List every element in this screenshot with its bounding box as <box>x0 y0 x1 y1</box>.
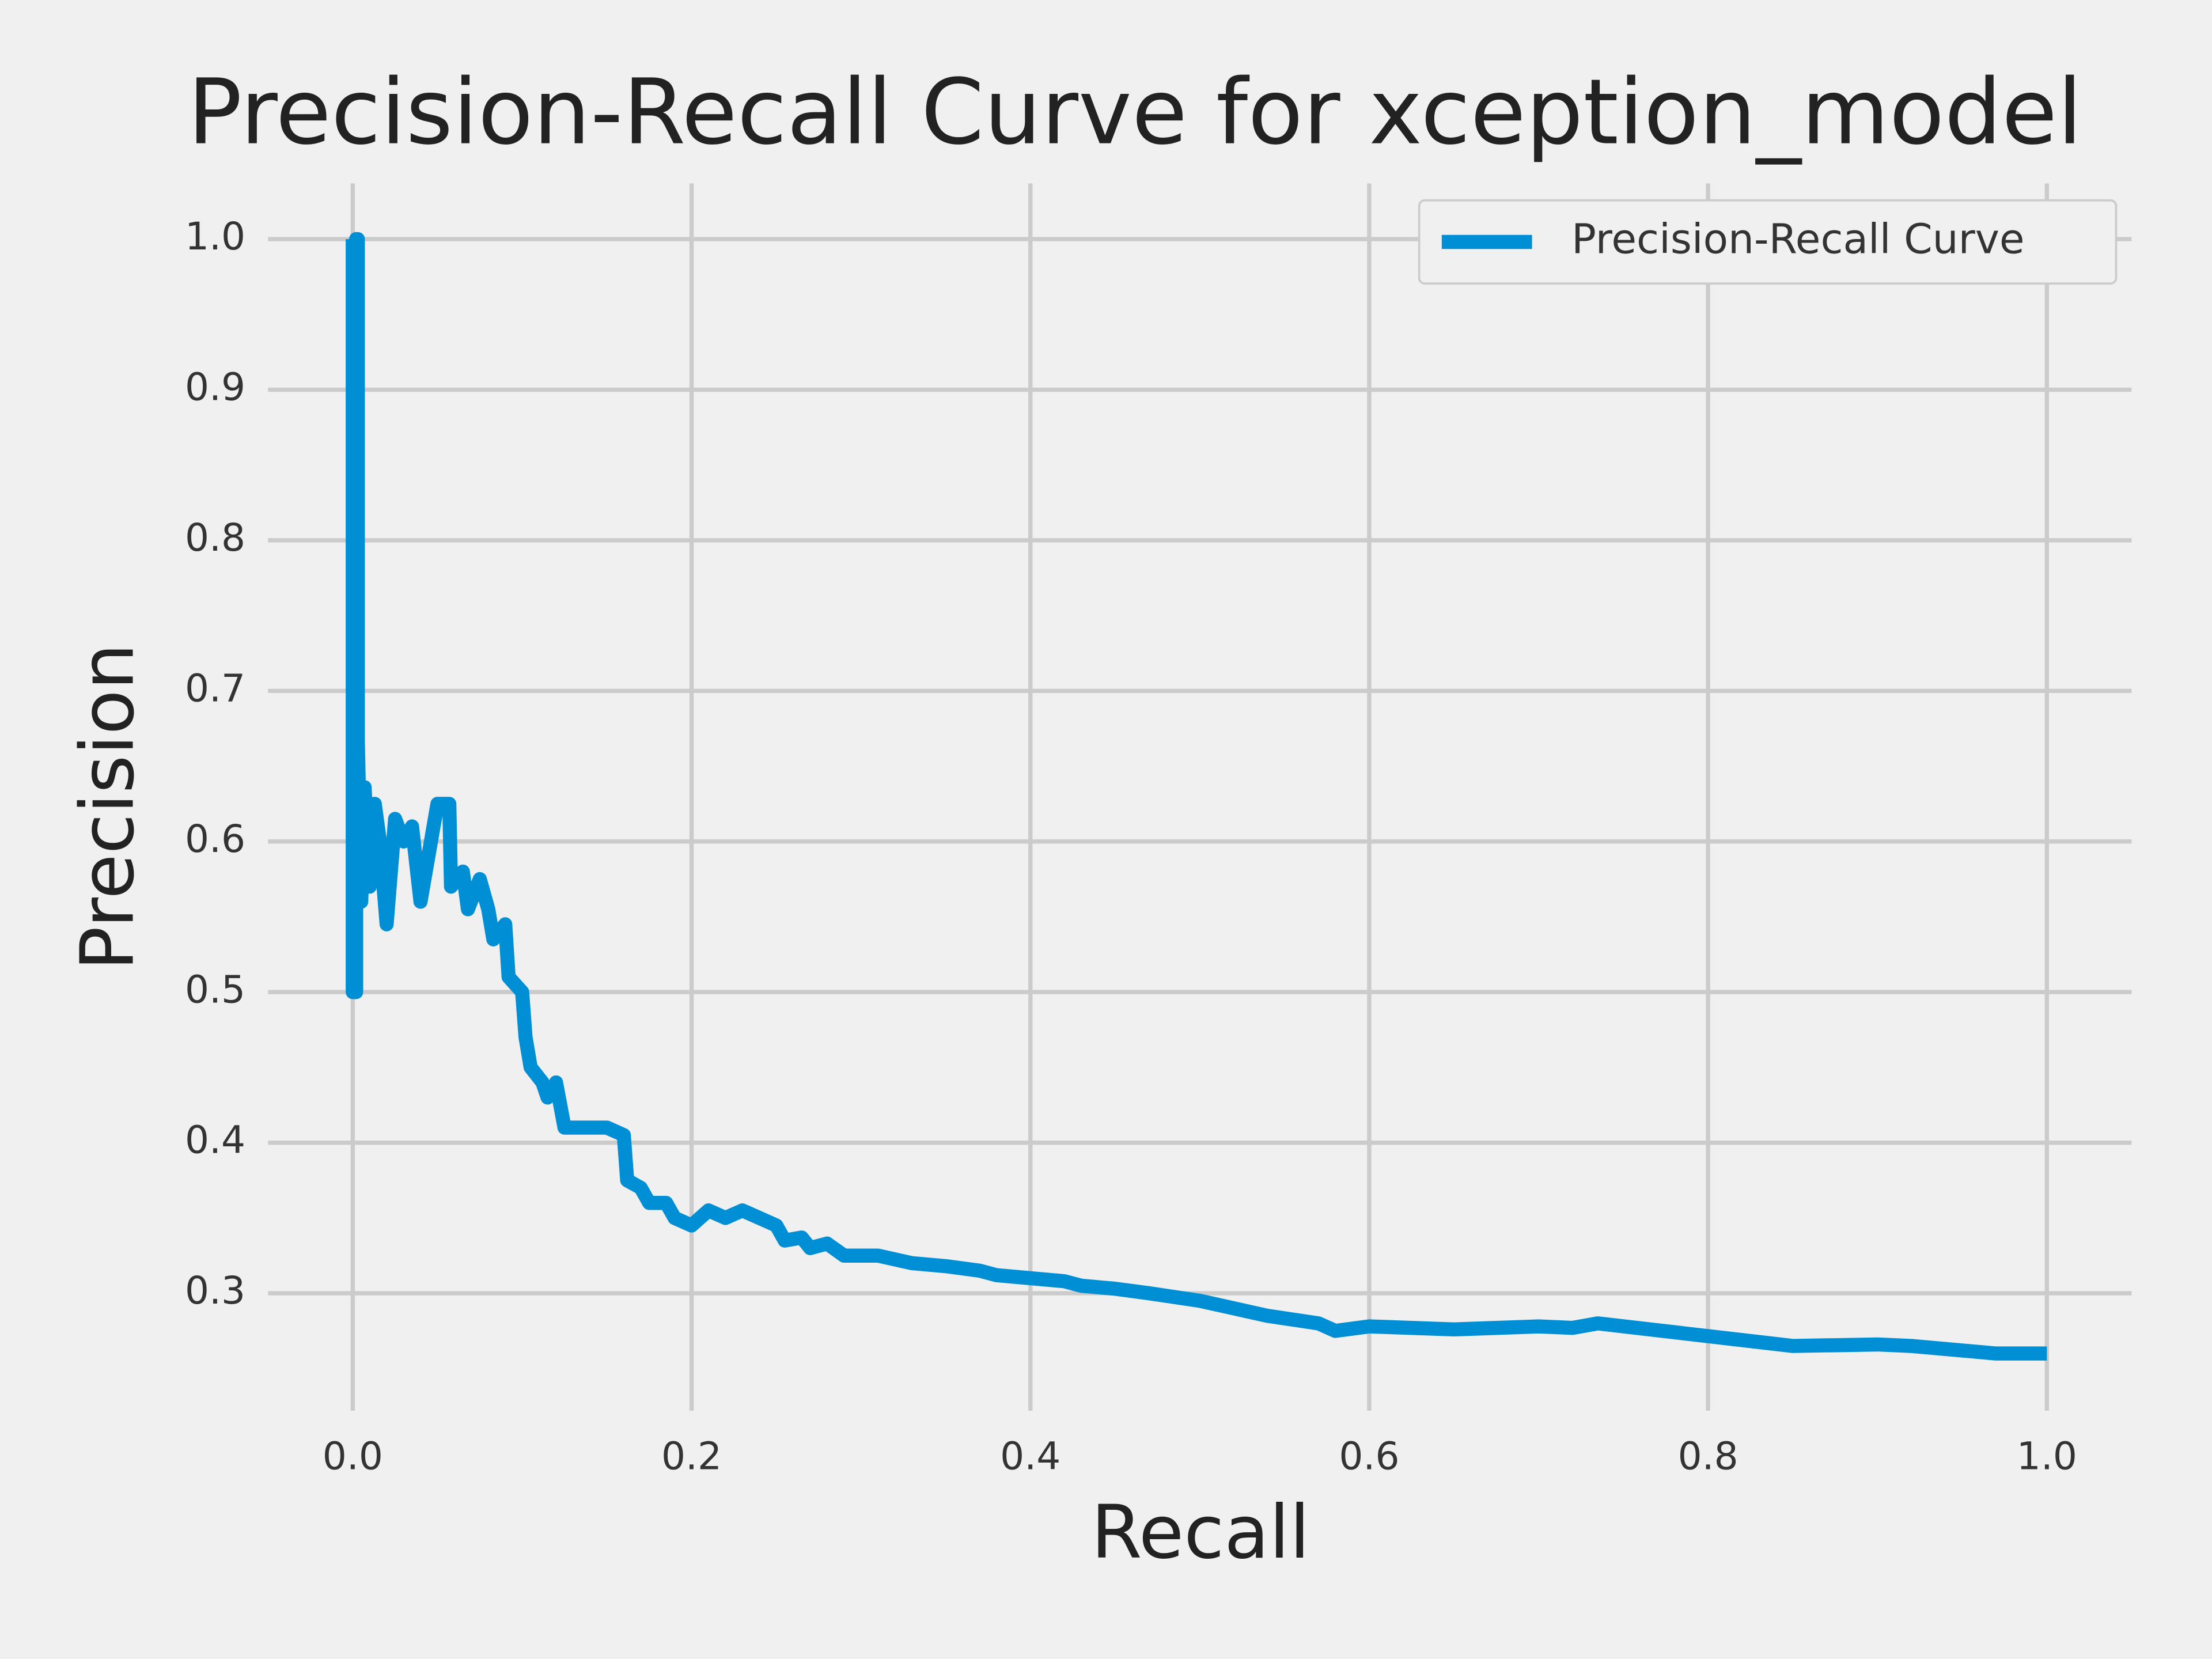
y-tick-label: 0.4 <box>185 1118 245 1162</box>
y-tick-label: 0.5 <box>185 967 245 1012</box>
x-tick-label: 0.6 <box>1339 1434 1399 1478</box>
y-tick-label: 0.3 <box>185 1268 245 1313</box>
y-axis-label: Precision <box>66 643 151 971</box>
y-tick-label: 0.9 <box>185 365 245 410</box>
y-tick-label: 1.0 <box>185 214 245 259</box>
x-tick-label: 0.2 <box>661 1434 722 1478</box>
y-tick-label: 0.7 <box>185 666 245 710</box>
line <box>346 232 2047 1361</box>
y-tick-label: 0.6 <box>185 817 245 861</box>
legend-label: Precision-Recall Curve <box>1571 215 2024 263</box>
x-tick-label: 0.8 <box>1678 1434 1738 1478</box>
x-tick-label: 1.0 <box>2017 1434 2077 1478</box>
legend-box <box>1418 199 2118 285</box>
y-tick-label: 0.8 <box>185 516 245 560</box>
x-axis-label: Recall <box>1091 1490 1310 1575</box>
x-tick-label: 0.4 <box>1000 1434 1060 1478</box>
chart-title: Precision-Recall Curve for xception_mode… <box>188 60 2082 165</box>
x-tick-label: 0.0 <box>323 1434 383 1478</box>
